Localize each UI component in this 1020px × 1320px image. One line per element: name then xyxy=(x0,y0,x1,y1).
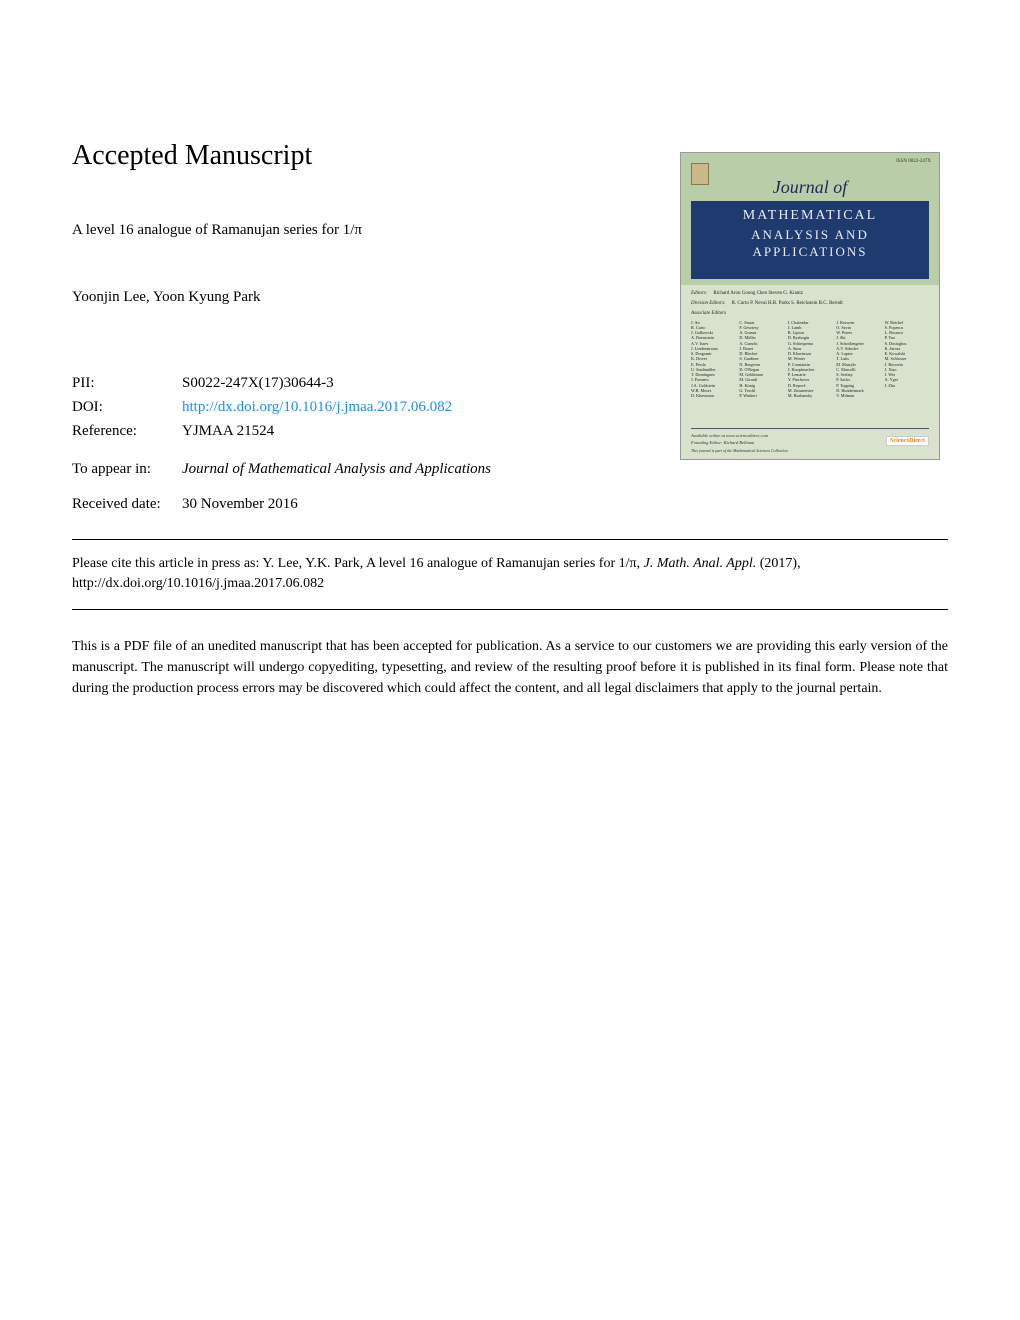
citation-math: 1/π xyxy=(619,556,637,571)
cover-header: ISSN 0022-247X Journal of MATHEMATICAL A… xyxy=(681,153,939,285)
reference-value: YJMAA 21524 xyxy=(182,419,274,443)
citation-text: Please cite this article in press as: Y.… xyxy=(72,554,948,595)
cover-col-1: J. An R. Curto J. Galkowski A. Baernstei… xyxy=(691,320,735,399)
article-title-math: 1/π xyxy=(343,222,362,238)
cover-title-l3: APPLICATIONS xyxy=(691,243,929,261)
cover-footer-divider xyxy=(691,428,929,429)
citation-mid: , xyxy=(637,556,644,571)
cover-footer-row: Available online at www.sciencedirect.co… xyxy=(691,433,929,446)
article-title-text: A level 16 analogue of Ramanujan series … xyxy=(72,222,343,238)
cover-title-band: MATHEMATICAL ANALYSIS AND APPLICATIONS xyxy=(691,201,929,279)
cover-associate-label: Associate Editors xyxy=(691,311,929,318)
received-row: Received date: 30 November 2016 xyxy=(72,496,948,513)
cover-journal-of: Journal of xyxy=(681,177,939,198)
cover-footer-bottom: This journal is part of the Mathematical… xyxy=(691,448,929,453)
divider-top xyxy=(72,539,948,540)
cover-editors-label: Editors: xyxy=(691,291,707,298)
cover-col-4: J. Borwein O. Savin W. Peters J. Shi J. … xyxy=(836,320,880,399)
to-appear-label: To appear in: xyxy=(72,461,182,478)
journal-cover-thumbnail: ISSN 0022-247X Journal of MATHEMATICAL A… xyxy=(680,152,940,460)
cover-col-5: W. Reichel S. Popescu L. Rosasco P. Yao … xyxy=(885,320,929,399)
cover-editor-columns: J. An R. Curto J. Galkowski A. Baernstei… xyxy=(691,320,929,399)
cover-footer-founding: Founding Editor: Richard Bellman xyxy=(691,440,768,446)
cover-title-l2: ANALYSIS AND xyxy=(691,226,929,244)
citation-prefix: Please cite this article in press as: Y.… xyxy=(72,556,619,571)
doi-link[interactable]: http://dx.doi.org/10.1016/j.jmaa.2017.06… xyxy=(182,395,452,419)
cover-col-3: I. Chalendar J. Lamb R. Lipton D. Ryabog… xyxy=(788,320,832,399)
cover-division-row: Division Editors: R. Curto P. Nevai H.R.… xyxy=(691,301,929,308)
received-value: 30 November 2016 xyxy=(182,496,298,513)
cover-issn: ISSN 0022-247X xyxy=(896,159,931,164)
pii-value: S0022-247X(17)30644-3 xyxy=(182,371,334,395)
to-appear-value: Journal of Mathematical Analysis and App… xyxy=(182,461,491,478)
cover-footer-left: Available online at www.sciencedirect.co… xyxy=(691,433,768,446)
divider-bottom xyxy=(72,609,948,610)
cover-division-label: Division Editors: xyxy=(691,301,726,308)
cover-footer: Available online at www.sciencedirect.co… xyxy=(691,428,929,453)
citation-journal: J. Math. Anal. Appl. xyxy=(644,556,757,571)
to-appear-row: To appear in: Journal of Mathematical An… xyxy=(72,461,948,478)
reference-label: Reference: xyxy=(72,419,182,443)
cover-editors-block: Editors: Richard Aron Goong Chen Steven … xyxy=(691,291,929,398)
cover-editors-row: Editors: Richard Aron Goong Chen Steven … xyxy=(691,291,929,298)
cover-footer-online: Available online at www.sciencedirect.co… xyxy=(691,433,768,439)
cover-title-l1: MATHEMATICAL xyxy=(691,207,929,226)
received-label: Received date: xyxy=(72,496,182,513)
pii-label: PII: xyxy=(72,371,182,395)
sciencedirect-badge: ScienceDirect xyxy=(886,436,929,446)
cover-division-names: R. Curto P. Nevai H.R. Parks S. Reichste… xyxy=(732,301,843,308)
cover-editors-names: Richard Aron Goong Chen Steven G. Krantz xyxy=(713,291,803,298)
disclaimer-text: This is a PDF file of an unedited manusc… xyxy=(72,636,948,699)
cover-col-2: C. Stuart F. Gesztesy A. Granas D. Mülle… xyxy=(739,320,783,399)
doi-label: DOI: xyxy=(72,395,182,419)
